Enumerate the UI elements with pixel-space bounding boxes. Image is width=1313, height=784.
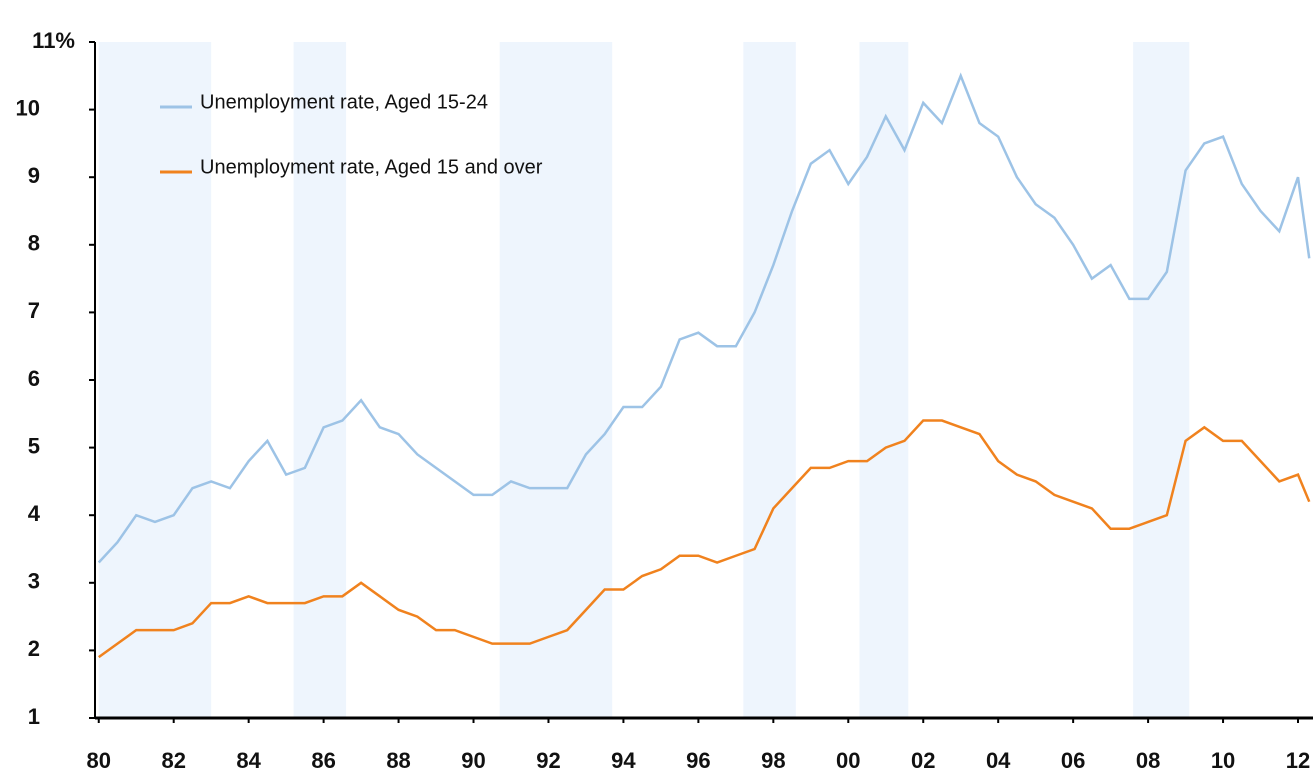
y-tick-label: 3 — [28, 569, 40, 594]
x-tick-label: 10 — [1211, 748, 1235, 773]
x-tick-label: 08 — [1136, 748, 1160, 773]
y-tick-label: 9 — [28, 163, 40, 188]
x-tick-label: 88 — [386, 748, 410, 773]
y-tick-label: 1 — [28, 704, 40, 729]
y-tick-label: 6 — [28, 366, 40, 391]
x-tick-label: 82 — [161, 748, 185, 773]
shaded-period — [1133, 42, 1190, 718]
x-tick-label: 94 — [611, 748, 636, 773]
x-tick-label: 86 — [311, 748, 335, 773]
x-tick-label: 02 — [911, 748, 935, 773]
legend-label: Unemployment rate, Aged 15 and over — [200, 156, 543, 178]
shaded-period — [743, 42, 796, 718]
x-tick-label: 84 — [236, 748, 261, 773]
shaded-period — [499, 42, 613, 718]
y-tick-label: 7 — [28, 298, 40, 323]
series-line — [98, 419, 1311, 659]
x-tick-label: 92 — [536, 748, 560, 773]
x-tick-label: 96 — [686, 748, 710, 773]
x-tick-label: 00 — [836, 748, 860, 773]
y-tick-label: 5 — [28, 433, 40, 458]
series-line — [97, 72, 1311, 564]
y-tick-label: 8 — [28, 231, 40, 256]
x-tick-label: 06 — [1061, 748, 1085, 773]
shaded-period — [98, 42, 212, 718]
y-tick-label: 11% — [32, 28, 75, 53]
x-tick-label: 04 — [986, 748, 1011, 773]
legend-label: Unemployment rate, Aged 15-24 — [200, 91, 488, 113]
y-tick-label: 10 — [16, 95, 40, 120]
x-tick-label: 98 — [761, 748, 785, 773]
y-tick-label: 4 — [28, 501, 41, 526]
x-tick-label: 12 — [1286, 748, 1310, 773]
y-tick-label: 2 — [28, 636, 40, 661]
shaded-period — [293, 42, 347, 718]
x-tick-label: 80 — [87, 748, 111, 773]
x-tick-label: 90 — [461, 748, 485, 773]
